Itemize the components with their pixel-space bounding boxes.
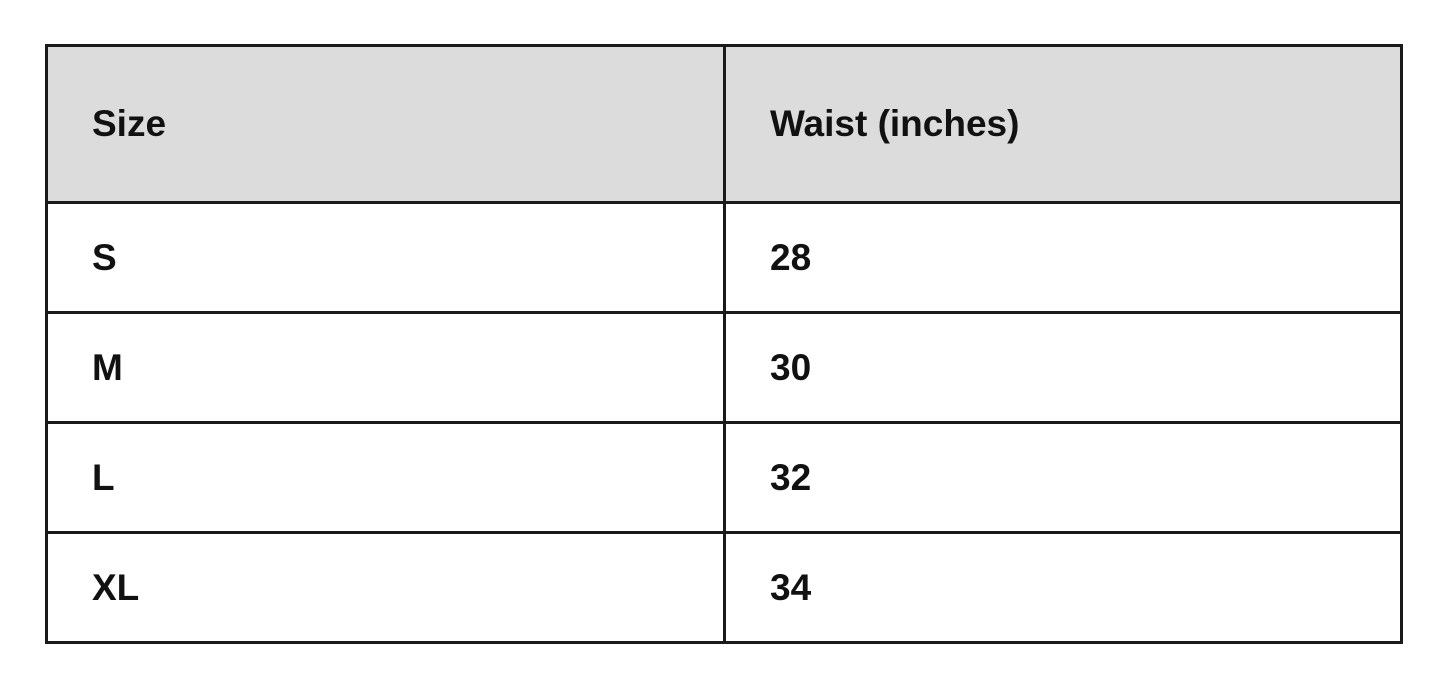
size-cell: M [45,311,726,424]
header-waist: Waist (inches) [723,44,1403,204]
size-cell: S [45,201,726,314]
size-cell: L [45,421,726,534]
table-row: XL 34 [45,531,1403,644]
table-row: L 32 [45,421,1403,534]
waist-cell: 34 [723,531,1403,644]
table-row: M 30 [45,311,1403,424]
waist-cell: 30 [723,311,1403,424]
header-row: Size Waist (inches) [45,44,1403,204]
table-row: S 28 [45,201,1403,314]
size-chart-table: Size Waist (inches) S 28 M 30 L 32 XL 34 [45,44,1403,644]
size-cell: XL [45,531,726,644]
waist-cell: 32 [723,421,1403,534]
waist-cell: 28 [723,201,1403,314]
header-size: Size [45,44,726,204]
